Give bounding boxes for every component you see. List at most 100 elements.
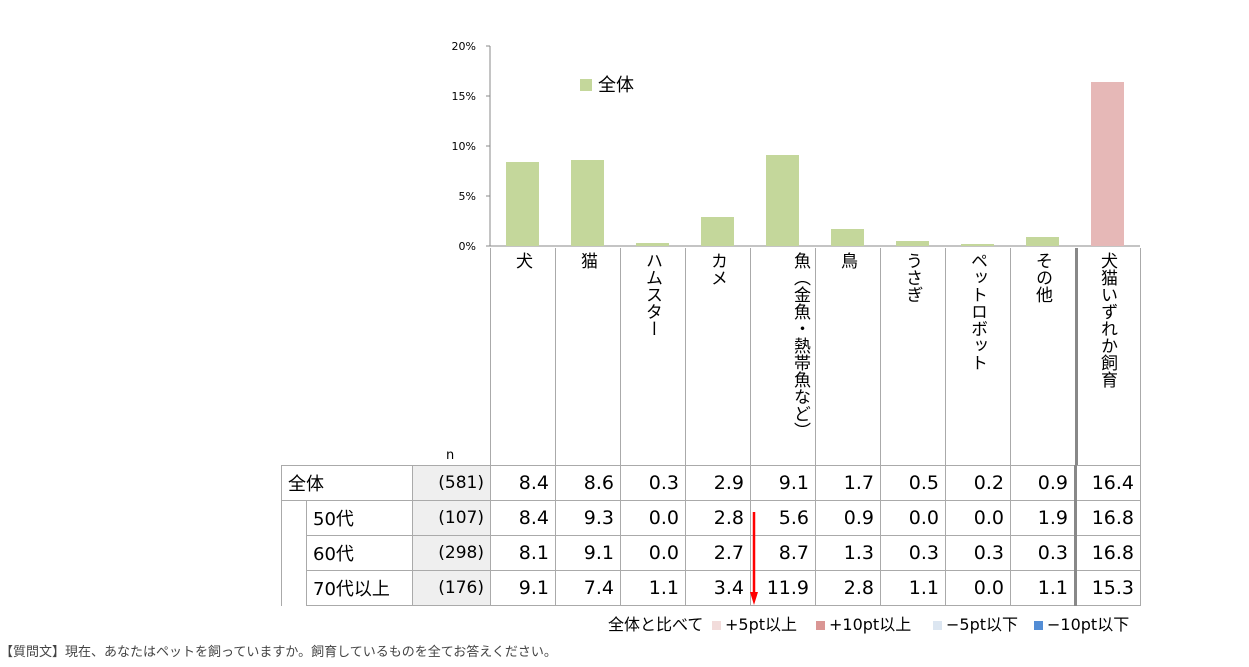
- row-label: 全体: [281, 465, 413, 501]
- row-label: 50代: [306, 500, 413, 536]
- compare-legend-label: 全体と比べて: [608, 615, 704, 634]
- bar: [1091, 82, 1124, 246]
- bar: [766, 155, 799, 246]
- cell-value: 16.8: [1074, 500, 1141, 536]
- cell-value: 11.9: [750, 570, 816, 606]
- column-divider: [490, 248, 491, 465]
- category-label: 猫: [577, 252, 597, 269]
- column-divider: [750, 248, 751, 465]
- cell-value: 1.9: [1010, 500, 1076, 536]
- y-tick-label: 5%: [459, 190, 476, 203]
- data-table: 全体 (581) 8.4 8.6 0.3 2.9 9.1 1.7 0.5 0.2 0.9 16.4 50…: [281, 465, 1141, 606]
- category-label: ハムスター: [642, 252, 662, 337]
- cell-value: 0.9: [1010, 465, 1076, 501]
- legend-swatch: [712, 621, 721, 630]
- bar: [571, 160, 604, 246]
- legend-swatch: [1034, 621, 1043, 630]
- bar-chart: 0% 5% 10% 15% 20% 全体: [452, 40, 1140, 253]
- cell-value: 15.3: [1074, 570, 1141, 606]
- row-n: (581): [412, 465, 491, 501]
- category-label: 犬猫いずれか飼育: [1097, 252, 1117, 388]
- bars-group: [506, 82, 1124, 246]
- column-divider: [1140, 248, 1141, 465]
- cell-value: 0.0: [945, 570, 1011, 606]
- row-indent: [281, 500, 307, 536]
- table-row: 60代 (298) 8.1 9.1 0.0 2.7 8.7 1.3 0.3 0.3 0.3 16.8: [281, 535, 1141, 571]
- category-label: うさぎ: [902, 252, 922, 303]
- bar: [1026, 237, 1059, 246]
- cell-value: 1.1: [1010, 570, 1076, 606]
- cell-value: 7.4: [555, 570, 621, 606]
- bar: [896, 241, 929, 246]
- cell-value: 0.3: [620, 465, 686, 501]
- bar: [831, 229, 864, 246]
- row-indent: [281, 535, 307, 571]
- category-label: カメ: [707, 252, 727, 286]
- category-label: 犬: [512, 252, 532, 269]
- compare-legend-item: −5pt以下: [933, 611, 1018, 635]
- legend-label-all: 全体: [598, 75, 634, 96]
- cell-value: 5.6: [750, 500, 816, 536]
- bar: [506, 162, 539, 246]
- legend-swatch: [933, 621, 942, 630]
- legend-text: −10pt以下: [1047, 615, 1130, 634]
- n-header: n: [446, 448, 455, 463]
- table-row: 全体 (581) 8.4 8.6 0.3 2.9 9.1 1.7 0.5 0.2 0.9 16.4: [281, 465, 1141, 501]
- compare-legend-item: +5pt以上: [712, 611, 797, 635]
- legend-text: +5pt以上: [725, 615, 798, 634]
- cell-value: 2.8: [815, 570, 881, 606]
- cell-value: 0.0: [880, 500, 946, 536]
- cell-value: 0.0: [620, 535, 686, 571]
- y-tick-label: 10%: [452, 140, 476, 153]
- row-n: (107): [412, 500, 491, 536]
- column-divider: [880, 248, 881, 465]
- cell-value: 16.4: [1074, 465, 1141, 501]
- bar: [701, 217, 734, 246]
- cell-value: 2.7: [685, 535, 751, 571]
- y-tick-label: 0%: [459, 240, 476, 253]
- row-indent: [281, 570, 307, 606]
- cell-value: 0.5: [880, 465, 946, 501]
- cell-value: 0.3: [945, 535, 1011, 571]
- category-label: 魚（金魚・熱帯魚など）: [790, 252, 810, 439]
- chart-legend: 全体: [580, 75, 634, 96]
- cell-value: 1.3: [815, 535, 881, 571]
- cell-value: 9.1: [750, 465, 816, 501]
- column-divider: [685, 248, 686, 465]
- column-divider: [815, 248, 816, 465]
- cell-value: 9.1: [490, 570, 556, 606]
- legend-swatch: [816, 621, 825, 630]
- cell-value: 0.0: [945, 500, 1011, 536]
- decrease-arrow-icon: [750, 512, 758, 605]
- cell-value: 1.7: [815, 465, 881, 501]
- cell-value: 2.8: [685, 500, 751, 536]
- legend-text: −5pt以下: [946, 615, 1019, 634]
- cell-value: 1.1: [880, 570, 946, 606]
- cell-value: 0.0: [620, 500, 686, 536]
- category-label: ペットロボット: [967, 252, 987, 371]
- category-label: その他: [1032, 252, 1052, 303]
- cell-value: 8.4: [490, 500, 556, 536]
- cell-value: 8.6: [555, 465, 621, 501]
- cell-value: 0.2: [945, 465, 1011, 501]
- row-label: 70代以上: [306, 570, 413, 606]
- question-text: 【質問文】現在、あなたはペットを飼っていますか。飼育しているものを全てお答えくだ…: [0, 645, 557, 660]
- cell-value: 9.3: [555, 500, 621, 536]
- y-tick-label: 15%: [452, 90, 476, 103]
- legend-swatch-all: [580, 79, 592, 91]
- cell-value: 8.1: [490, 535, 556, 571]
- bar: [961, 244, 994, 246]
- column-divider: [945, 248, 946, 465]
- cell-value: 16.8: [1074, 535, 1141, 571]
- y-tick-label: 20%: [452, 40, 476, 53]
- compare-legend-item: +10pt以上: [816, 611, 911, 635]
- cell-value: 3.4: [685, 570, 751, 606]
- table-row: 70代以上 (176) 9.1 7.4 1.1 3.4 11.9 2.8 1.1 0.0 1.1 15…: [281, 570, 1141, 606]
- cell-value: 1.1: [620, 570, 686, 606]
- compare-legend-item: −10pt以下: [1034, 611, 1129, 635]
- bar: [636, 243, 669, 246]
- cell-value: 2.9: [685, 465, 751, 501]
- row-n: (298): [412, 535, 491, 571]
- column-divider: [620, 248, 621, 465]
- cell-value: 9.1: [555, 535, 621, 571]
